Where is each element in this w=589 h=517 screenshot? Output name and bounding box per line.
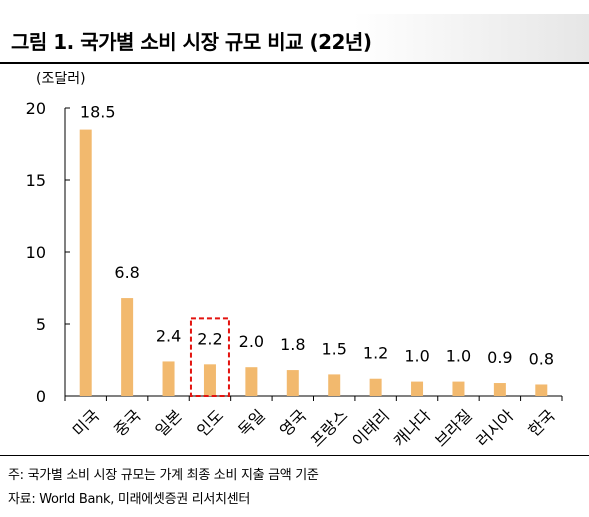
- bar: [121, 298, 134, 396]
- x-category-label: 러시아: [473, 406, 518, 451]
- x-category-label: 독일: [234, 406, 268, 440]
- source-note: 자료: World Bank, 미래에셋증권 리서치센터: [8, 492, 251, 507]
- chart-axes: 0 5 10 15 20: [26, 99, 563, 406]
- bar-value-label: 1.0: [446, 347, 471, 366]
- y-tick-label: 5: [36, 315, 46, 334]
- bar: [411, 381, 424, 396]
- bar: [245, 367, 258, 396]
- x-category-label: 중국: [110, 406, 144, 440]
- title-background: [0, 14, 589, 62]
- x-category-label: 인도: [193, 406, 227, 440]
- y-tick-label: 10: [26, 243, 46, 262]
- footer-divider: [0, 455, 589, 456]
- x-category-label: 프랑스: [307, 406, 352, 451]
- figure-title: 그림 1. 국가별 소비 시장 규모 비교 (22년): [11, 30, 372, 54]
- highlight-box: [189, 317, 230, 398]
- x-category-label: 브라질: [431, 406, 476, 451]
- bar-value-label: 1.2: [363, 344, 388, 363]
- bar: [452, 381, 465, 396]
- y-tick-label: 0: [36, 387, 46, 406]
- x-category-label: 일본: [152, 406, 186, 440]
- bar: [79, 129, 92, 396]
- x-category-label: 한국: [524, 406, 558, 440]
- bar: [369, 378, 382, 396]
- x-category-label: 영국: [276, 406, 310, 440]
- bar: [203, 364, 216, 396]
- y-axis-unit-label: (조달러): [36, 71, 86, 87]
- bar-value-label: 18.5: [80, 103, 116, 122]
- bar-value-label: 0.9: [487, 348, 512, 367]
- bar-value-label: 2.4: [156, 326, 181, 345]
- bar: [535, 384, 548, 396]
- y-tick-label: 20: [26, 99, 46, 118]
- bar-value-label: 1.0: [404, 347, 429, 366]
- x-category-label: 미국: [69, 406, 103, 440]
- x-category-label: 이태리: [348, 406, 393, 451]
- bar-value-label: 0.8: [529, 349, 554, 368]
- bar-chart: (조달러) 0 5 10 15 20 18.5 미국 6.8 중국 2.4 일본 2.2 인도 2.0 독…: [26, 71, 563, 451]
- bar-value-label: 2.0: [239, 332, 264, 351]
- figure-title-block: 그림 1. 국가별 소비 시장 규모 비교 (22년): [0, 0, 589, 66]
- bar: [493, 383, 506, 396]
- bar-value-label: 6.8: [114, 263, 139, 282]
- bar-value-label: 2.2: [197, 329, 222, 348]
- bar: [328, 374, 341, 396]
- bar-value-label: 1.5: [321, 339, 346, 358]
- bar: [286, 370, 299, 396]
- title-underline: [0, 62, 589, 64]
- bar-value-label: 1.8: [280, 335, 305, 354]
- bar: [162, 361, 175, 396]
- y-tick-label: 15: [26, 171, 46, 190]
- footnote: 주: 국가별 소비 시장 규모는 가계 최종 소비 지출 금액 기준: [8, 468, 319, 483]
- x-category-label: 캐나다: [390, 406, 435, 451]
